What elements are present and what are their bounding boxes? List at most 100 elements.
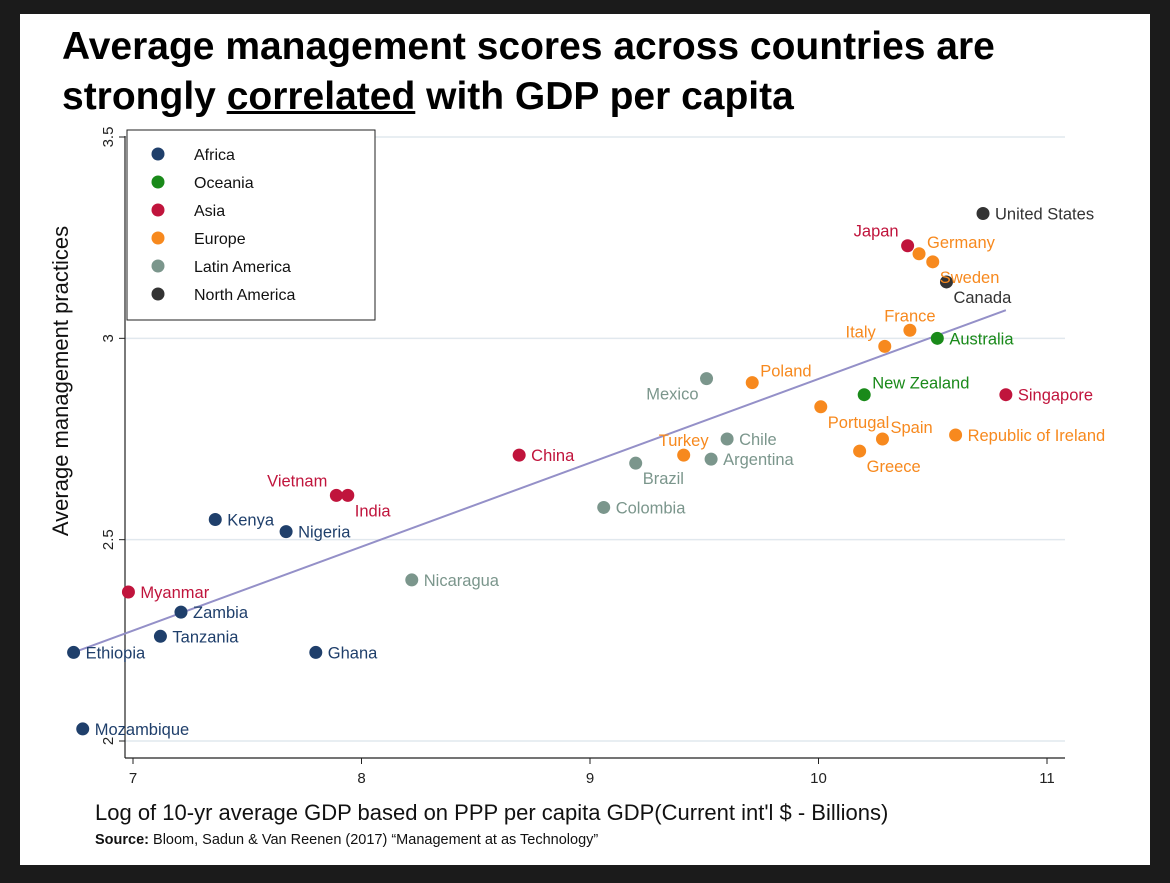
legend-box — [126, 129, 376, 321]
title-prefix: Average management scores across countri… — [62, 25, 995, 118]
point-vietnam — [329, 488, 343, 502]
x-tick-label: 7 — [129, 770, 137, 787]
point-france — [903, 323, 917, 337]
label-germany: Germany — [927, 234, 996, 252]
point-republic-of-ireland — [949, 428, 963, 442]
page-title: Average management scores across countri… — [62, 22, 1142, 122]
label-zambia: Zambia — [193, 604, 249, 622]
point-japan — [901, 239, 915, 253]
label-mexico: Mexico — [646, 386, 698, 404]
point-turkey — [677, 448, 691, 462]
label-ethiopia: Ethiopia — [86, 644, 146, 662]
legend-marker-oceania — [151, 175, 165, 189]
point-nigeria — [279, 525, 293, 539]
label-spain: Spain — [890, 419, 932, 437]
point-china — [512, 448, 526, 462]
label-united-states: United States — [995, 206, 1094, 224]
y-axis-label: Average management practices — [48, 226, 73, 536]
source-label: Source: — [95, 832, 149, 848]
label-france: France — [884, 307, 935, 325]
legend: Africa Oceania Asia Europe Latin America Nort… — [126, 129, 376, 321]
point-labels-layer: United States Japan Germany Sweden Canada Fra… — [86, 206, 1106, 739]
label-canada: Canada — [953, 289, 1012, 307]
point-italy — [878, 339, 892, 353]
label-portugal: Portugal — [828, 414, 889, 432]
x-tick-label: 8 — [357, 770, 365, 787]
label-poland: Poland — [760, 363, 811, 381]
label-sweden: Sweden — [940, 269, 1000, 287]
y-tick-label: 2.5 — [100, 529, 117, 550]
point-greece — [853, 444, 867, 458]
point-spain — [875, 432, 889, 446]
label-nicaragua: Nicaragua — [424, 572, 500, 590]
label-chile: Chile — [739, 431, 777, 449]
y-tick-label: 3 — [100, 334, 117, 342]
point-australia — [930, 331, 944, 345]
label-australia: Australia — [949, 330, 1014, 348]
legend-label-north-america: North America — [194, 287, 295, 304]
x-axis-label: Log of 10-yr average GDP based on PPP pe… — [95, 800, 889, 825]
legend-label-latin-america: Latin America — [194, 259, 291, 276]
legend-marker-asia — [151, 203, 165, 217]
label-brazil: Brazil — [643, 470, 684, 488]
scatter-chart: 2 2.5 3 3.5 7 8 9 10 11 United States Japan German… — [48, 127, 1106, 787]
ticks: 2 2.5 3 3.5 7 8 9 10 11 — [100, 127, 1055, 787]
legend-marker-latin-america — [151, 259, 165, 273]
point-mozambique — [76, 722, 90, 736]
label-italy: Italy — [845, 323, 876, 341]
title-suffix: with GDP per capita — [415, 75, 794, 118]
point-united-states — [976, 207, 990, 221]
legend-label-africa: Africa — [194, 147, 235, 164]
point-portugal — [814, 400, 828, 414]
label-mozambique: Mozambique — [95, 721, 189, 739]
label-vietnam: Vietnam — [267, 472, 327, 490]
point-india — [341, 488, 355, 502]
point-singapore — [999, 388, 1013, 402]
point-canada — [939, 275, 953, 289]
point-sweden — [926, 255, 940, 269]
x-tick-label: 10 — [810, 770, 827, 787]
label-india: India — [355, 502, 392, 520]
points-layer — [67, 207, 1013, 736]
legend-label-asia: Asia — [194, 203, 225, 220]
point-brazil — [629, 456, 643, 470]
label-japan: Japan — [854, 223, 899, 241]
label-turkey: Turkey — [659, 432, 710, 450]
label-singapore: Singapore — [1018, 387, 1093, 405]
legend-label-oceania: Oceania — [194, 175, 254, 192]
trendline-layer — [73, 309, 1007, 654]
x-tick-label: 9 — [586, 770, 594, 787]
label-greece: Greece — [867, 458, 921, 476]
axes — [124, 136, 1065, 759]
point-poland — [745, 376, 759, 390]
point-kenya — [208, 513, 222, 527]
label-nigeria: Nigeria — [298, 524, 351, 542]
title-underlined-word: correlated — [226, 75, 416, 118]
legend-marker-europe — [151, 231, 165, 245]
point-ghana — [309, 645, 323, 659]
point-ethiopia — [67, 645, 81, 659]
source-text: Bloom, Sadun & Van Reenen (2017) “Manage… — [149, 832, 599, 848]
legend-label-europe: Europe — [194, 231, 246, 248]
label-myanmar: Myanmar — [140, 584, 209, 602]
x-tick-label: 11 — [1039, 770, 1055, 787]
label-republic-of-ireland: Republic of Ireland — [968, 427, 1106, 445]
y-tick-label: 2 — [100, 737, 117, 745]
label-tanzania: Tanzania — [172, 628, 239, 646]
legend-marker-africa — [151, 147, 165, 161]
point-myanmar — [121, 585, 135, 599]
point-argentina — [704, 452, 718, 466]
source-citation: Source: Bloom, Sadun & Van Reenen (2017)… — [95, 832, 598, 848]
slide: 2 2.5 3 3.5 7 8 9 10 11 United States Japan German… — [20, 14, 1150, 865]
label-argentina: Argentina — [723, 451, 794, 469]
point-zambia — [174, 605, 188, 619]
point-chile — [720, 432, 734, 446]
point-tanzania — [153, 629, 167, 643]
point-new-zealand — [857, 388, 871, 402]
label-ghana: Ghana — [328, 644, 378, 662]
point-colombia — [597, 500, 611, 514]
trendline — [73, 309, 1007, 654]
y-tick-label: 3.5 — [100, 127, 117, 148]
point-mexico — [700, 372, 714, 386]
label-new-zealand: New Zealand — [872, 375, 969, 393]
